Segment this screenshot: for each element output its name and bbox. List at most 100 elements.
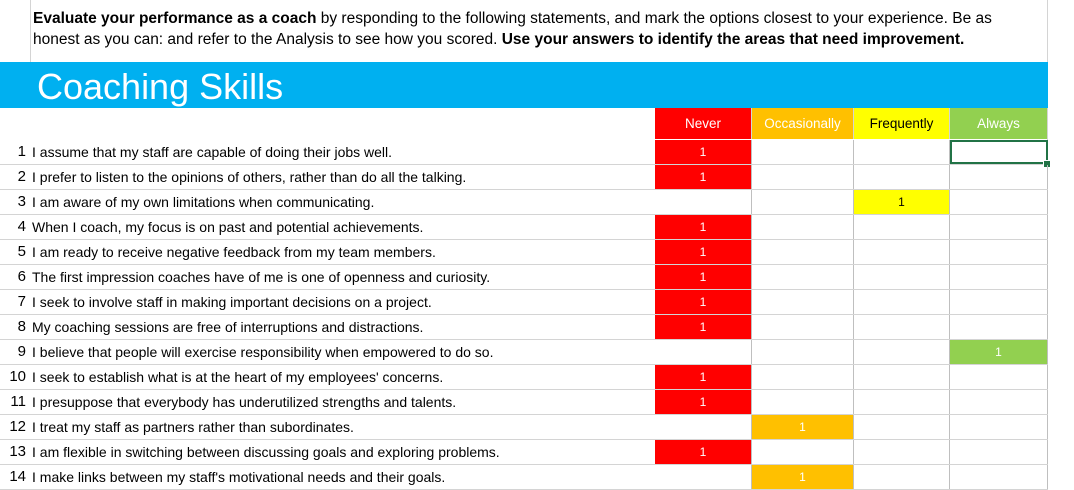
rating-cell-occasionally[interactable] <box>752 215 854 239</box>
statement-text[interactable]: When I coach, my focus is on past and po… <box>32 219 424 235</box>
rating-cell-always[interactable] <box>950 140 1051 168</box>
rating-cell-occasionally[interactable] <box>752 240 854 264</box>
rating-cell-never[interactable]: 1 <box>655 390 752 414</box>
rating-cell-never[interactable]: 1 <box>655 265 752 289</box>
rating-cell-frequently[interactable]: 1 <box>854 190 950 214</box>
row-number[interactable]: 5 <box>17 243 26 260</box>
rating-cell-never[interactable]: 1 <box>655 140 752 164</box>
statement-text[interactable]: I believe that people will exercise resp… <box>32 344 494 360</box>
rating-cell-occasionally[interactable] <box>752 315 854 339</box>
statement-text[interactable]: I seek to establish what is at the heart… <box>32 369 444 385</box>
rating-cell-never[interactable]: 1 <box>655 365 752 389</box>
column-header-frequently[interactable]: Frequently <box>854 108 950 139</box>
rating-cell-occasionally[interactable] <box>752 290 854 314</box>
rating-cell-always[interactable] <box>950 215 1048 239</box>
row-number[interactable]: 8 <box>17 318 26 335</box>
statement-text[interactable]: My coaching sessions are free of interru… <box>32 319 424 335</box>
rating-cell-frequently[interactable] <box>854 415 950 439</box>
table-row: 8 My coaching sessions are free of interr… <box>0 315 1048 340</box>
rating-cell-always[interactable] <box>950 265 1048 289</box>
rating-cell-always[interactable] <box>950 465 1048 489</box>
rating-cell-always[interactable]: 1 <box>950 340 1048 364</box>
row-number[interactable]: 13 <box>9 443 26 460</box>
row-number[interactable]: 9 <box>17 343 26 360</box>
statement-text[interactable]: I prefer to listen to the opinions of ot… <box>32 169 467 185</box>
rating-cell-occasionally[interactable]: 1 <box>752 465 854 489</box>
statement-text[interactable]: I am aware of my own limitations when co… <box>32 194 375 210</box>
section-title: Coaching Skills <box>37 66 284 107</box>
rating-cell-occasionally[interactable] <box>752 265 854 289</box>
rating-cell-occasionally[interactable] <box>752 190 854 214</box>
rating-cell-frequently[interactable] <box>854 240 950 264</box>
column-header-never[interactable]: Never <box>655 108 752 139</box>
rating-cell-always[interactable] <box>950 240 1048 264</box>
table-row: 13 I am flexible in switching between dis… <box>0 440 1048 465</box>
table-row: 4 When I coach, my focus is on past and p… <box>0 215 1048 240</box>
instructions-body: by responding to the following statement… <box>33 10 992 48</box>
rating-cell-always[interactable] <box>950 190 1048 214</box>
table-row: 3 I am aware of my own limitations when c… <box>0 190 1048 215</box>
rating-cell-frequently[interactable] <box>854 315 950 339</box>
statement-text[interactable]: I make links between my staff's motivati… <box>32 469 446 485</box>
rating-cell-frequently[interactable] <box>854 290 950 314</box>
row-number[interactable]: 6 <box>17 268 26 285</box>
rating-cell-frequently[interactable] <box>854 140 950 164</box>
rating-cell-always[interactable] <box>950 290 1048 314</box>
rating-cell-frequently[interactable] <box>854 340 950 364</box>
rating-cell-always[interactable] <box>950 365 1048 389</box>
row-number[interactable]: 4 <box>17 218 26 235</box>
rating-cell-occasionally[interactable] <box>752 365 854 389</box>
rating-cell-occasionally[interactable] <box>752 140 854 164</box>
row-number[interactable]: 1 <box>17 143 26 160</box>
statement-text[interactable]: I am ready to receive negative feedback … <box>32 244 436 260</box>
row-number[interactable]: 2 <box>17 168 26 185</box>
rating-cell-never[interactable] <box>655 415 752 439</box>
row-number[interactable]: 7 <box>17 293 26 310</box>
row-number[interactable]: 11 <box>10 393 26 410</box>
row-number[interactable]: 14 <box>9 468 26 485</box>
rating-cell-occasionally[interactable] <box>752 390 854 414</box>
table-row: 7 I seek to involve staff in making impor… <box>0 290 1048 315</box>
rating-cell-never[interactable]: 1 <box>655 165 752 189</box>
rating-cell-frequently[interactable] <box>854 465 950 489</box>
statement-text[interactable]: I assume that my staff are capable of do… <box>32 144 393 160</box>
rating-cell-occasionally[interactable] <box>752 440 854 464</box>
table-row: 9 I believe that people will exercise res… <box>0 340 1048 365</box>
row-number[interactable]: 12 <box>9 418 26 435</box>
rating-cell-never[interactable]: 1 <box>655 440 752 464</box>
rating-cell-always[interactable] <box>950 165 1048 189</box>
row-number[interactable]: 10 <box>9 368 26 385</box>
rating-cell-frequently[interactable] <box>854 265 950 289</box>
rating-cell-frequently[interactable] <box>854 390 950 414</box>
table-row: 1 I assume that my staff are capable of d… <box>0 140 1051 168</box>
rating-cell-always[interactable] <box>950 440 1048 464</box>
rating-cell-never[interactable]: 1 <box>655 315 752 339</box>
statement-text[interactable]: I presuppose that everybody has underuti… <box>32 394 457 410</box>
rating-cell-frequently[interactable] <box>854 165 950 189</box>
rating-cell-frequently[interactable] <box>854 365 950 389</box>
statement-text[interactable]: The first impression coaches have of me … <box>32 269 491 285</box>
rating-cell-never[interactable]: 1 <box>655 240 752 264</box>
statement-text[interactable]: I treat my staff as partners rather than… <box>32 419 354 435</box>
statement-text[interactable]: I am flexible in switching between discu… <box>32 444 500 460</box>
table-row: 6 The first impression coaches have of me… <box>0 265 1048 290</box>
statement-text[interactable]: I seek to involve staff in making import… <box>32 294 432 310</box>
rating-cell-occasionally[interactable] <box>752 165 854 189</box>
column-header-occasionally[interactable]: Occasionally <box>752 108 854 139</box>
table-row: 12 I treat my staff as partners rather th… <box>0 415 1048 440</box>
rating-cell-always[interactable] <box>950 315 1048 339</box>
column-header-always[interactable]: Always <box>950 108 1048 139</box>
rating-cell-frequently[interactable] <box>854 215 950 239</box>
rating-cell-occasionally[interactable] <box>752 340 854 364</box>
rating-cell-never[interactable] <box>655 340 752 364</box>
rating-cell-frequently[interactable] <box>854 440 950 464</box>
rating-cell-never[interactable] <box>655 190 752 214</box>
section-banner: Coaching Skills <box>0 62 1048 108</box>
rating-cell-never[interactable]: 1 <box>655 215 752 239</box>
rating-cell-occasionally[interactable]: 1 <box>752 415 854 439</box>
rating-cell-always[interactable] <box>950 390 1048 414</box>
row-number[interactable]: 3 <box>17 193 26 210</box>
rating-cell-never[interactable] <box>655 465 752 489</box>
rating-cell-always[interactable] <box>950 415 1048 439</box>
rating-cell-never[interactable]: 1 <box>655 290 752 314</box>
